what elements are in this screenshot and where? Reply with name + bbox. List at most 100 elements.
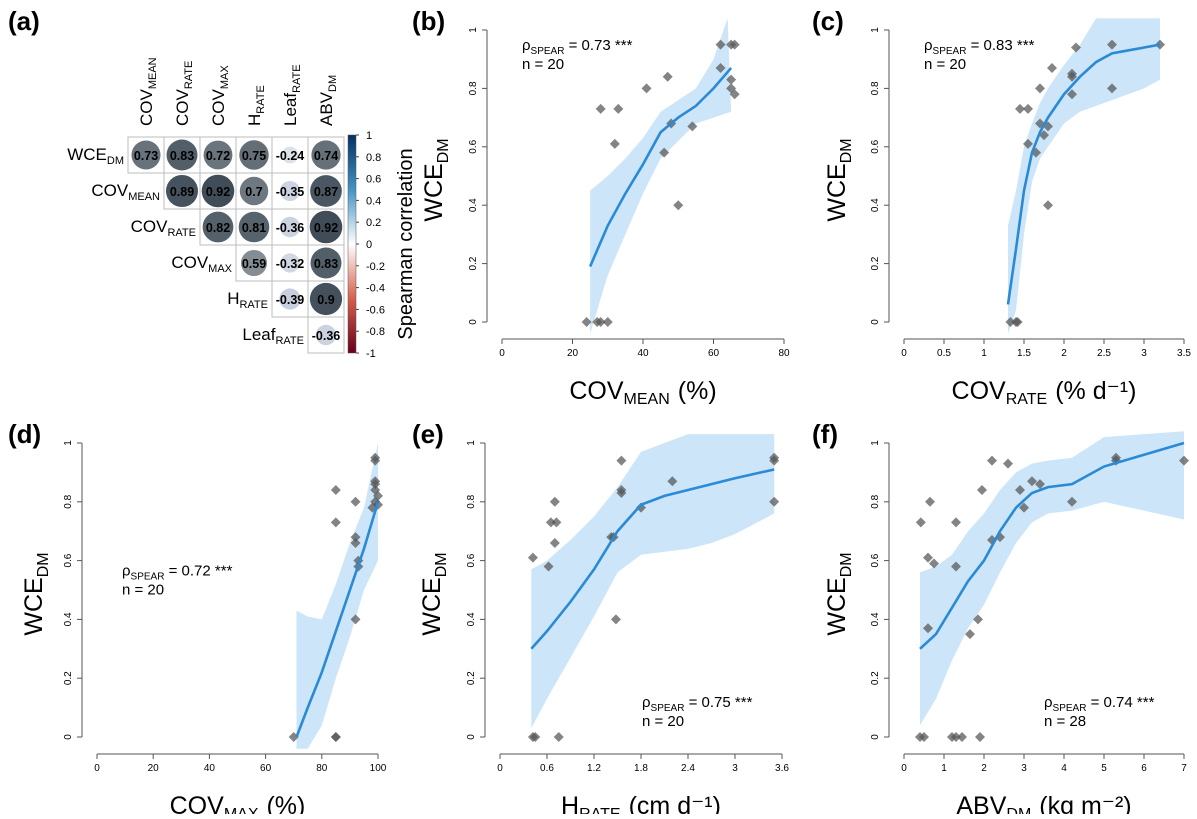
data-point <box>923 623 933 634</box>
y-tick-label: 0.2 <box>468 256 479 270</box>
x-tick-label: 0 <box>499 348 505 359</box>
panel-label: (e) <box>412 419 444 449</box>
correlation-value: 0.87 <box>314 185 338 199</box>
correlation-circle <box>240 249 268 277</box>
x-tick-label: 3 <box>1021 763 1027 774</box>
y-tick-label: 0 <box>870 734 881 740</box>
confidence-band <box>296 443 378 749</box>
data-point <box>551 517 562 528</box>
row-label: COVRATE <box>131 217 196 239</box>
y-axis-label: WCEDM <box>823 138 855 221</box>
data-point <box>1107 39 1117 50</box>
correlation-circle <box>280 253 300 273</box>
x-tick-label: 60 <box>260 763 272 774</box>
correlation-circle <box>239 140 269 170</box>
data-point <box>1067 71 1077 82</box>
correlation-circle <box>238 211 270 243</box>
y-tick-label: 0 <box>468 319 479 325</box>
y-axis-label: WCEDM <box>418 552 450 635</box>
y-axis-label: WCEDM <box>823 552 855 635</box>
confidence-band <box>531 434 775 729</box>
data-point <box>919 732 929 742</box>
y-tick-label: 0.6 <box>870 139 881 153</box>
correlation-circle <box>202 211 234 243</box>
y-tick-label: 0.8 <box>870 81 881 95</box>
x-tick-label: 80 <box>316 763 328 774</box>
correlation-value: 0.75 <box>242 149 266 163</box>
x-tick-label: 3 <box>1141 348 1147 359</box>
colorbar-tick-label: -0.2 <box>366 261 385 273</box>
correlation-circle <box>281 146 299 164</box>
correlation-circle <box>165 174 199 208</box>
correlation-circle <box>201 174 235 208</box>
loess-fit-line <box>1006 43 1161 305</box>
data-point <box>610 614 621 625</box>
data-point <box>553 732 564 742</box>
data-point <box>769 455 780 466</box>
y-tick-label: 1 <box>63 440 74 446</box>
data-point <box>370 455 381 466</box>
correlation-value: 0.73 <box>134 149 158 163</box>
x-tick-label: 3.5 <box>1177 348 1191 359</box>
colorbar-title: Spearman correlation <box>395 148 417 339</box>
y-tick-label: 0.8 <box>466 494 477 508</box>
data-point <box>977 485 987 496</box>
data-point <box>659 147 670 158</box>
data-point <box>595 317 606 327</box>
x-axis-label: COVRATE (% d⁻¹) <box>952 377 1137 408</box>
colorbar <box>347 134 357 354</box>
x-tick-label: 1.5 <box>1017 348 1031 359</box>
data-point <box>715 39 726 50</box>
x-tick-label: 2 <box>1061 348 1067 359</box>
correlation-circle <box>279 288 301 310</box>
data-point <box>1043 200 1053 211</box>
data-point <box>616 487 627 498</box>
y-tick-label: 1 <box>870 27 881 33</box>
confidence-band <box>590 18 732 334</box>
data-point <box>370 479 381 490</box>
correlation-value: 0.83 <box>314 257 338 271</box>
correlation-value: 0.7 <box>245 185 262 199</box>
stat-annotation: ρSPEAR = 0.73 *** <box>522 37 633 57</box>
x-tick-label: 20 <box>567 348 579 359</box>
colorbar-tick-label: -1 <box>366 348 376 360</box>
stat-annotation: ρSPEAR = 0.83 *** <box>924 37 1035 57</box>
panel-label-a: (a) <box>8 6 40 36</box>
data-point <box>715 62 726 73</box>
data-point <box>1005 317 1016 327</box>
correlation-value: -0.39 <box>276 293 305 307</box>
x-tick-label: 80 <box>778 348 790 359</box>
correlation-circle <box>203 140 233 170</box>
correlation-value: -0.35 <box>276 185 305 199</box>
sample-size-annotation: n = 20 <box>122 581 164 598</box>
data-point <box>1023 103 1033 114</box>
stat-annotation: ρSPEAR = 0.75 *** <box>642 694 753 714</box>
data-point <box>729 89 740 100</box>
data-point <box>929 558 939 569</box>
stat-annotation: ρSPEAR = 0.74 *** <box>1044 694 1155 714</box>
x-axis-label: COVMAX(%) <box>170 792 306 814</box>
x-tick-label: 0 <box>94 763 100 774</box>
y-tick-label: 0.4 <box>468 198 479 212</box>
data-point <box>545 517 556 528</box>
x-tick-label: 2.4 <box>681 763 695 774</box>
correlation-value: 0.89 <box>170 185 194 199</box>
data-point <box>595 103 606 114</box>
data-point <box>667 476 678 487</box>
row-label: LeafRATE <box>242 325 304 347</box>
data-point <box>1071 42 1081 53</box>
data-point <box>609 138 620 149</box>
scatter-panel: 0 20 40 60 80 100 0 0.2 0.4 0.6 0.8 1 (d) WCEDM COVMAX… <box>8 419 387 819</box>
x-tick-label: 1.8 <box>634 763 648 774</box>
correlation-circle <box>131 140 161 170</box>
x-axis-label: ABVDM(kg m⁻²) <box>956 792 1131 814</box>
y-tick-label: 0.8 <box>63 494 74 508</box>
data-point <box>641 83 652 94</box>
data-point <box>602 317 613 327</box>
data-point <box>987 455 997 466</box>
data-point <box>769 496 780 507</box>
col-label: ABVDM <box>317 75 339 126</box>
data-point <box>350 532 361 543</box>
correlation-circle <box>279 216 301 238</box>
data-point <box>1067 89 1077 100</box>
